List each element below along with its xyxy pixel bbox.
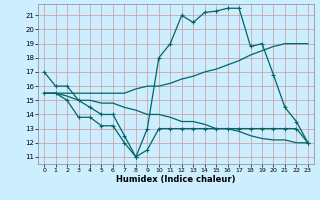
X-axis label: Humidex (Indice chaleur): Humidex (Indice chaleur) (116, 175, 236, 184)
